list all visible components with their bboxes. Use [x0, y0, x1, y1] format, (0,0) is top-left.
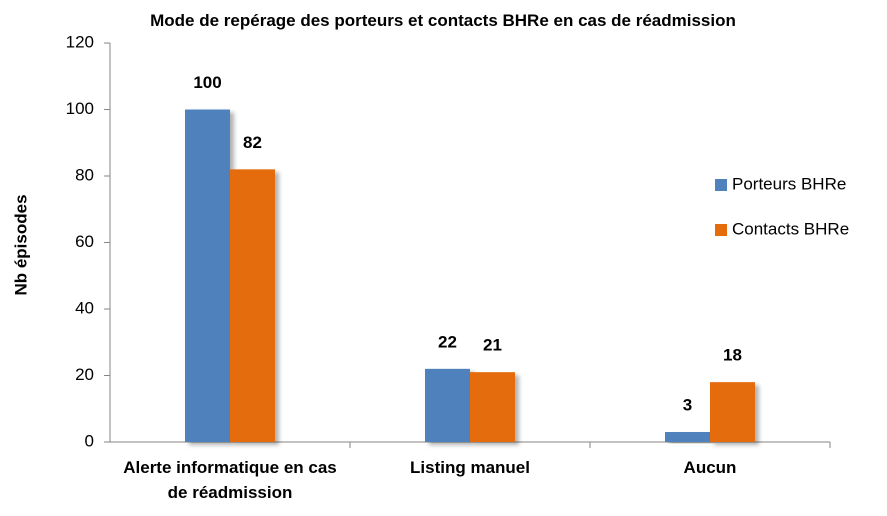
y-tick-label: 60 [75, 232, 94, 251]
y-tick-label: 20 [75, 365, 94, 384]
y-tick-label: 40 [75, 298, 94, 317]
bar [470, 372, 515, 442]
data-label: 82 [243, 133, 262, 152]
bar [710, 382, 755, 442]
legend-swatch [715, 224, 727, 236]
bar [425, 368, 470, 442]
bar [185, 109, 230, 442]
y-tick-label: 80 [75, 165, 94, 184]
legend-label: Contacts BHRe [732, 219, 849, 238]
data-label: 3 [683, 396, 692, 415]
data-label: 22 [438, 332, 457, 351]
legend-swatch [715, 179, 727, 191]
y-axis-label: Nb épisodes [11, 194, 30, 295]
data-label: 21 [483, 336, 502, 355]
y-tick-label: 120 [66, 32, 94, 51]
bar [665, 432, 710, 442]
y-tick-label: 100 [66, 99, 94, 118]
data-label: 100 [193, 73, 221, 92]
bar [230, 169, 275, 442]
x-tick-label: Listing manuel [410, 458, 530, 477]
x-tick-label: Alerte informatique en cas de réadmissio… [123, 458, 337, 502]
legend-label: Porteurs BHRe [732, 174, 846, 193]
chart-title: Mode de repérage des porteurs et contact… [150, 11, 736, 30]
data-label: 18 [723, 346, 742, 365]
y-tick-label: 0 [85, 431, 94, 450]
x-tick-label: Aucun [683, 458, 737, 477]
